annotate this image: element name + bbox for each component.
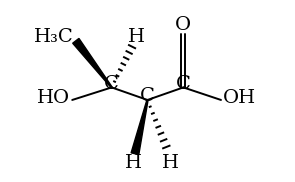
Polygon shape — [73, 38, 112, 88]
Text: O: O — [175, 16, 191, 34]
Text: C: C — [176, 75, 191, 93]
Text: H: H — [162, 154, 179, 172]
Text: HO: HO — [37, 89, 71, 107]
Text: H: H — [128, 28, 145, 46]
Text: C: C — [104, 75, 119, 93]
Text: H₃C: H₃C — [34, 28, 74, 46]
Text: H: H — [125, 154, 142, 172]
Text: OH: OH — [223, 89, 256, 107]
Polygon shape — [131, 100, 148, 155]
Text: C: C — [140, 87, 155, 105]
